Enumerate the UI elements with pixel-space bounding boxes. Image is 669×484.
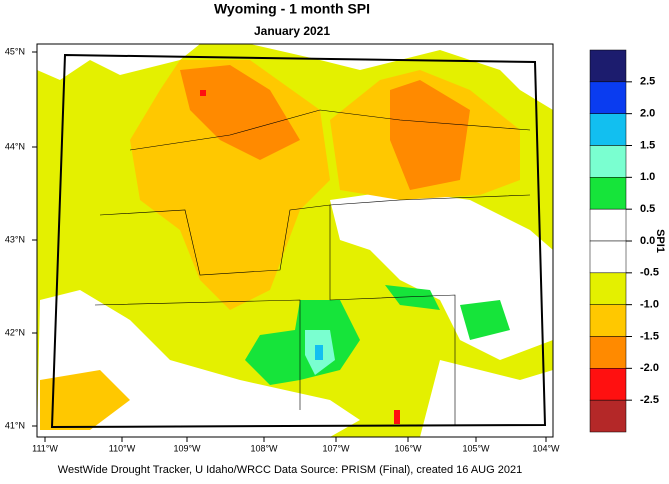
lon-label: 108°W [250,443,278,453]
title: Wyoming - 1 month SPI [214,1,370,17]
legend-swatch [589,81,627,114]
lon-label: 104°W [532,443,560,453]
legend-swatch [589,113,627,146]
lat-label: 44°N [5,141,25,151]
lon-label: 106°W [394,443,422,453]
legend-tick-label: -0.5 [640,267,659,279]
legend-swatch [589,368,627,401]
lon-label: 110°W [109,443,136,453]
legend-swatch [589,240,627,274]
legend-tick-label: 2.5 [640,76,655,88]
lon-label: 111°W [32,443,58,453]
legend-tick-label: -2.5 [640,394,659,406]
legend-swatch [589,49,627,83]
axes: 45°N 44°N 43°N 42°N 41°N 111°W 110°W 109°W 108°W… [5,46,659,453]
legend-tick-label: 1.0 [640,171,655,183]
lat-label: 42°N [5,327,25,337]
lon-label: 109°W [173,443,201,453]
map [36,43,554,438]
legend-tick-label: -1.0 [640,299,659,311]
legend-tick-label: 0.0 [640,235,655,247]
legend-swatch [589,272,627,305]
footer: WestWide Drought Tracker, U Idaho/WRCC D… [58,464,522,476]
legend-tick-label: 2.0 [640,108,655,120]
legend-swatch [589,145,627,178]
subtitle: January 2021 [254,24,330,38]
legend-tick-label: -1.5 [640,330,659,342]
legend-tick-label: 1.5 [640,139,655,151]
legend-label: SPI1 [654,229,666,253]
legend-swatch [589,304,627,337]
legend-swatch [589,336,627,369]
lon-label: 105°W [462,443,490,453]
lat-label: 43°N [5,234,25,244]
lon-label: 107°W [322,443,350,453]
legend-tick-label: 0.5 [640,203,655,215]
lat-label: 41°N [5,420,25,430]
legend-swatch [589,177,627,210]
legend-swatch [589,399,627,433]
lat-label: 45°N [5,46,25,56]
legend-tick-label: -2.0 [640,362,659,374]
legend-swatch [589,208,627,242]
